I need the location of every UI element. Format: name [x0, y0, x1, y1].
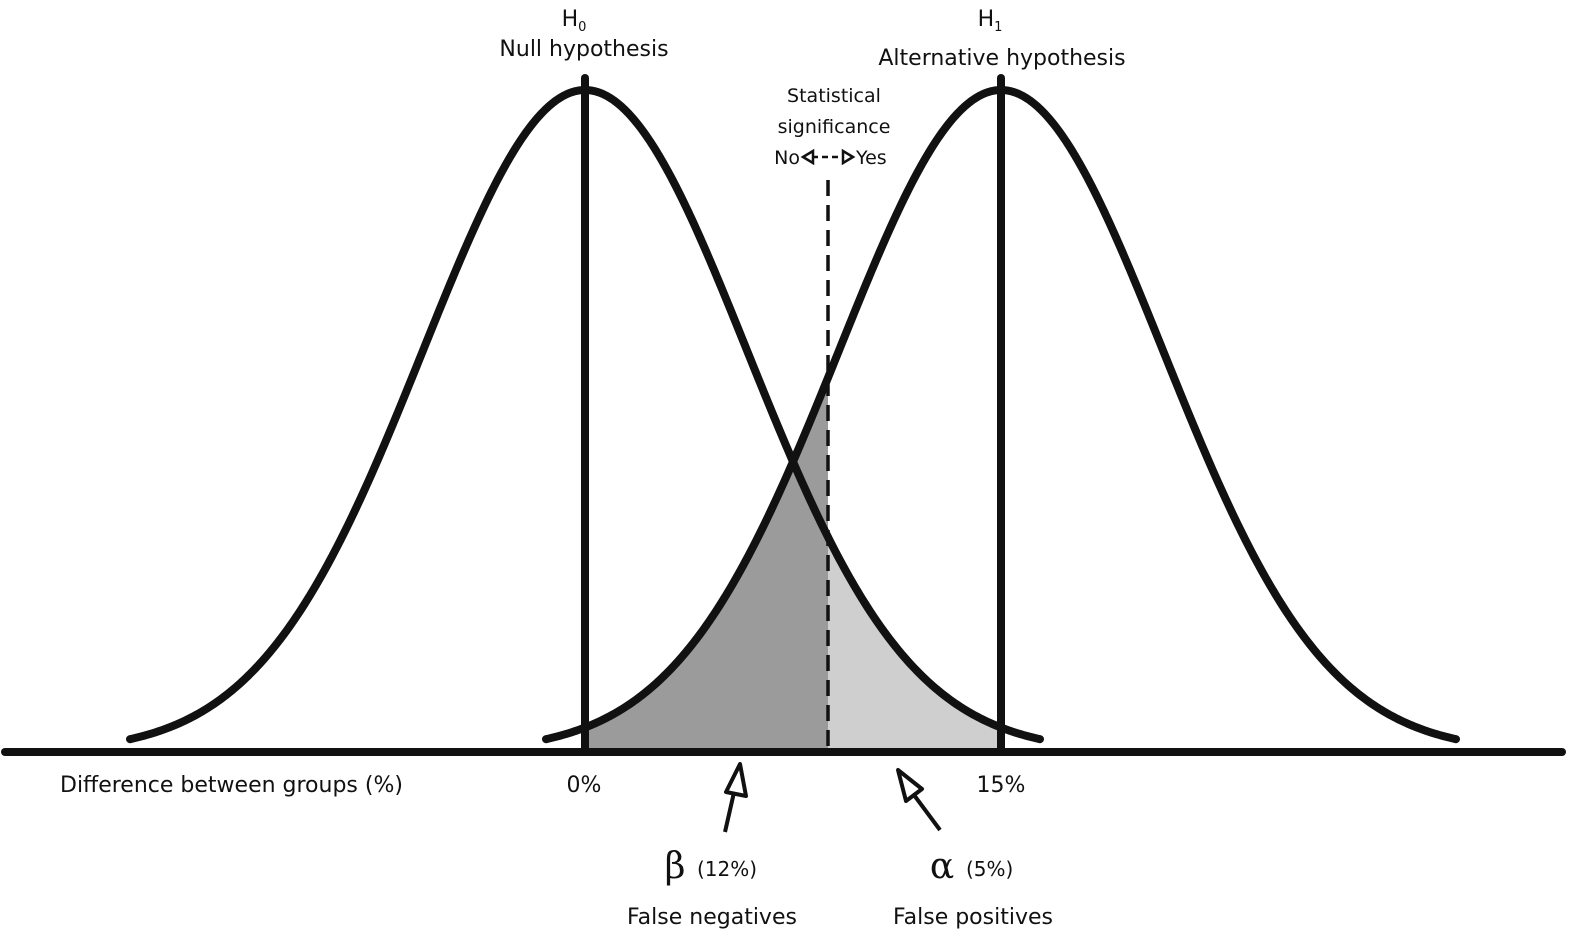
x-axis-label: Difference between groups (%) — [60, 773, 403, 798]
alpha-region — [828, 537, 1001, 752]
significance-label-line2: significance — [778, 116, 891, 138]
beta-arrow — [723, 762, 748, 833]
alpha-arrow — [896, 768, 942, 832]
significance-no-label: No — [774, 147, 800, 169]
null-hypothesis-symbol: H0 — [562, 7, 587, 35]
beta-symbol: β — [665, 846, 686, 887]
beta-label: False negatives — [627, 905, 797, 930]
significance-label-line1: Statistical — [787, 85, 881, 107]
null-hypothesis-label: Null hypothesis — [499, 37, 668, 62]
alpha-symbol: α — [930, 846, 954, 887]
tick-label-null: 0% — [567, 773, 602, 798]
beta-region — [585, 377, 828, 752]
tick-label-alt: 15% — [977, 773, 1026, 798]
alternative-hypothesis-label: Alternative hypothesis — [878, 46, 1125, 71]
alpha-value: (5%) — [966, 857, 1013, 881]
beta-value: (12%) — [697, 857, 757, 881]
significance-double-arrow — [800, 148, 856, 166]
alpha-label: False positives — [893, 905, 1053, 930]
significance-yes-label: Yes — [855, 147, 887, 169]
alternative-hypothesis-symbol: H1 — [978, 7, 1003, 35]
